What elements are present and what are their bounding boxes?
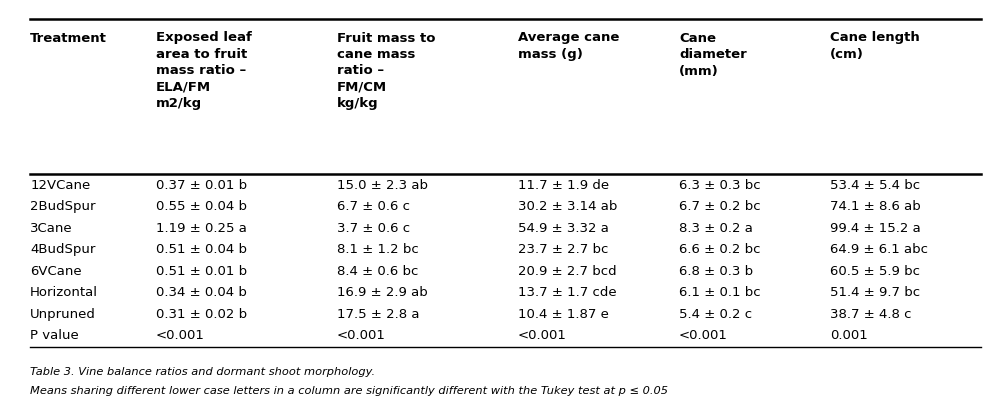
Text: P value: P value <box>30 329 78 342</box>
Text: 54.9 ± 3.32 a: 54.9 ± 3.32 a <box>518 222 609 235</box>
Text: 6.1 ± 0.1 bc: 6.1 ± 0.1 bc <box>679 286 761 299</box>
Text: Fruit mass to
cane mass
ratio –
FM/CM
kg/kg: Fruit mass to cane mass ratio – FM/CM kg… <box>337 32 436 110</box>
Text: 23.7 ± 2.7 bc: 23.7 ± 2.7 bc <box>518 243 609 256</box>
Text: 15.0 ± 2.3 ab: 15.0 ± 2.3 ab <box>337 178 428 192</box>
Text: 1.19 ± 0.25 a: 1.19 ± 0.25 a <box>156 222 246 235</box>
Text: 8.1 ± 1.2 bc: 8.1 ± 1.2 bc <box>337 243 418 256</box>
Text: Unpruned: Unpruned <box>30 308 96 321</box>
Text: 6.8 ± 0.3 b: 6.8 ± 0.3 b <box>679 265 753 278</box>
Text: 53.4 ± 5.4 bc: 53.4 ± 5.4 bc <box>830 178 920 192</box>
Text: 0.51 ± 0.04 b: 0.51 ± 0.04 b <box>156 243 246 256</box>
Text: 0.51 ± 0.01 b: 0.51 ± 0.01 b <box>156 265 247 278</box>
Text: 51.4 ± 9.7 bc: 51.4 ± 9.7 bc <box>830 286 920 299</box>
Text: 0.37 ± 0.01 b: 0.37 ± 0.01 b <box>156 178 247 192</box>
Text: 4BudSpur: 4BudSpur <box>30 243 96 256</box>
Text: Horizontal: Horizontal <box>30 286 99 299</box>
Text: 20.9 ± 2.7 bcd: 20.9 ± 2.7 bcd <box>518 265 617 278</box>
Text: 10.4 ± 1.87 e: 10.4 ± 1.87 e <box>518 308 609 321</box>
Text: Exposed leaf
area to fruit
mass ratio –
ELA/FM
m2/kg: Exposed leaf area to fruit mass ratio – … <box>156 32 252 110</box>
Text: 6.6 ± 0.2 bc: 6.6 ± 0.2 bc <box>679 243 761 256</box>
Text: 17.5 ± 2.8 a: 17.5 ± 2.8 a <box>337 308 420 321</box>
Text: Table 3. Vine balance ratios and dormant shoot morphology.: Table 3. Vine balance ratios and dormant… <box>30 367 375 377</box>
Text: 99.4 ± 15.2 a: 99.4 ± 15.2 a <box>830 222 920 235</box>
Text: 38.7 ± 4.8 c: 38.7 ± 4.8 c <box>830 308 911 321</box>
Text: 6VCane: 6VCane <box>30 265 81 278</box>
Text: 0.001: 0.001 <box>830 329 868 342</box>
Text: 74.1 ± 8.6 ab: 74.1 ± 8.6 ab <box>830 200 920 213</box>
Text: 6.3 ± 0.3 bc: 6.3 ± 0.3 bc <box>679 178 761 192</box>
Text: 8.4 ± 0.6 bc: 8.4 ± 0.6 bc <box>337 265 418 278</box>
Text: 6.7 ± 0.6 c: 6.7 ± 0.6 c <box>337 200 410 213</box>
Text: 30.2 ± 3.14 ab: 30.2 ± 3.14 ab <box>518 200 618 213</box>
Text: 0.34 ± 0.04 b: 0.34 ± 0.04 b <box>156 286 246 299</box>
Text: 5.4 ± 0.2 c: 5.4 ± 0.2 c <box>679 308 752 321</box>
Text: 64.9 ± 6.1 abc: 64.9 ± 6.1 abc <box>830 243 928 256</box>
Text: <0.001: <0.001 <box>679 329 728 342</box>
Text: 60.5 ± 5.9 bc: 60.5 ± 5.9 bc <box>830 265 919 278</box>
Text: 13.7 ± 1.7 cde: 13.7 ± 1.7 cde <box>518 286 617 299</box>
Text: 11.7 ± 1.9 de: 11.7 ± 1.9 de <box>518 178 610 192</box>
Text: 12VCane: 12VCane <box>30 178 91 192</box>
Text: 2BudSpur: 2BudSpur <box>30 200 96 213</box>
Text: 16.9 ± 2.9 ab: 16.9 ± 2.9 ab <box>337 286 428 299</box>
Text: 3Cane: 3Cane <box>30 222 72 235</box>
Text: Treatment: Treatment <box>30 32 107 45</box>
Text: 0.31 ± 0.02 b: 0.31 ± 0.02 b <box>156 308 247 321</box>
Text: Average cane
mass (g): Average cane mass (g) <box>518 32 620 61</box>
Text: Means sharing different lower case letters in a column are significantly differe: Means sharing different lower case lette… <box>30 386 668 396</box>
Text: 0.55 ± 0.04 b: 0.55 ± 0.04 b <box>156 200 246 213</box>
Text: 3.7 ± 0.6 c: 3.7 ± 0.6 c <box>337 222 410 235</box>
Text: Cane
diameter
(mm): Cane diameter (mm) <box>679 32 746 78</box>
Text: <0.001: <0.001 <box>518 329 567 342</box>
Text: <0.001: <0.001 <box>156 329 205 342</box>
Text: Cane length
(cm): Cane length (cm) <box>830 32 919 61</box>
Text: <0.001: <0.001 <box>337 329 386 342</box>
Text: 6.7 ± 0.2 bc: 6.7 ± 0.2 bc <box>679 200 761 213</box>
Text: 8.3 ± 0.2 a: 8.3 ± 0.2 a <box>679 222 752 235</box>
